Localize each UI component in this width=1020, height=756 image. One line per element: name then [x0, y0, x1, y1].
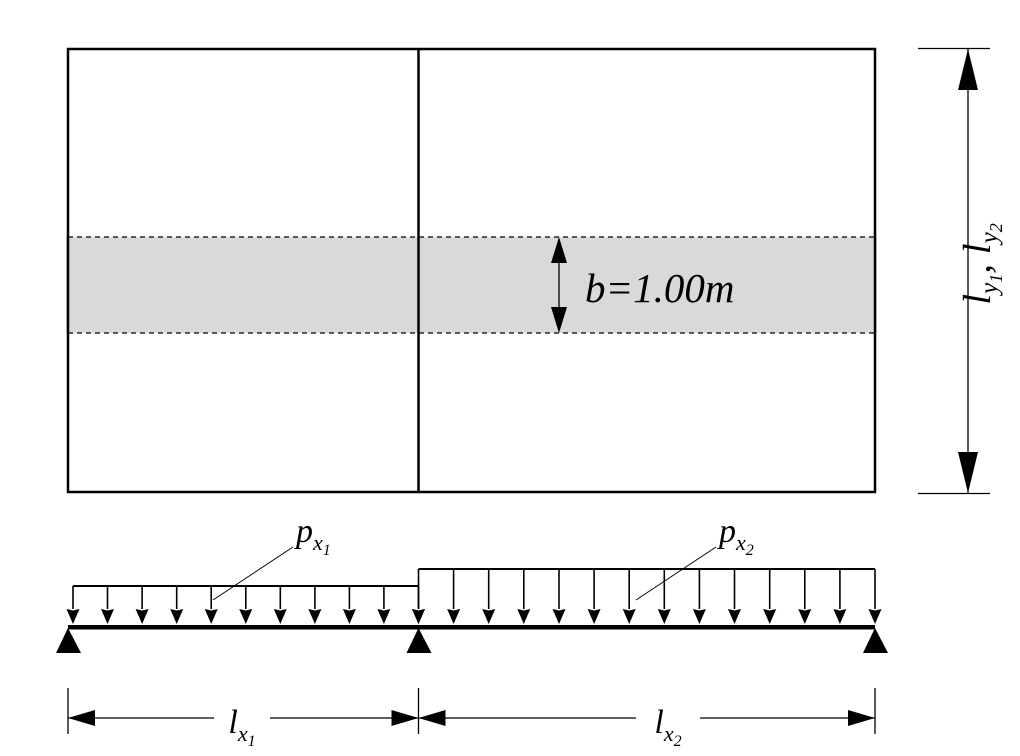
svg-text:px2: px2 — [717, 513, 754, 559]
svg-text:lx1: lx1 — [228, 704, 255, 750]
svg-text:lx2: lx2 — [654, 704, 681, 750]
svg-text:b=1.00m: b=1.00m — [585, 265, 735, 311]
svg-text:px1: px1 — [294, 513, 331, 559]
svg-text:ly1, ly2: ly1, ly2 — [956, 223, 1006, 304]
